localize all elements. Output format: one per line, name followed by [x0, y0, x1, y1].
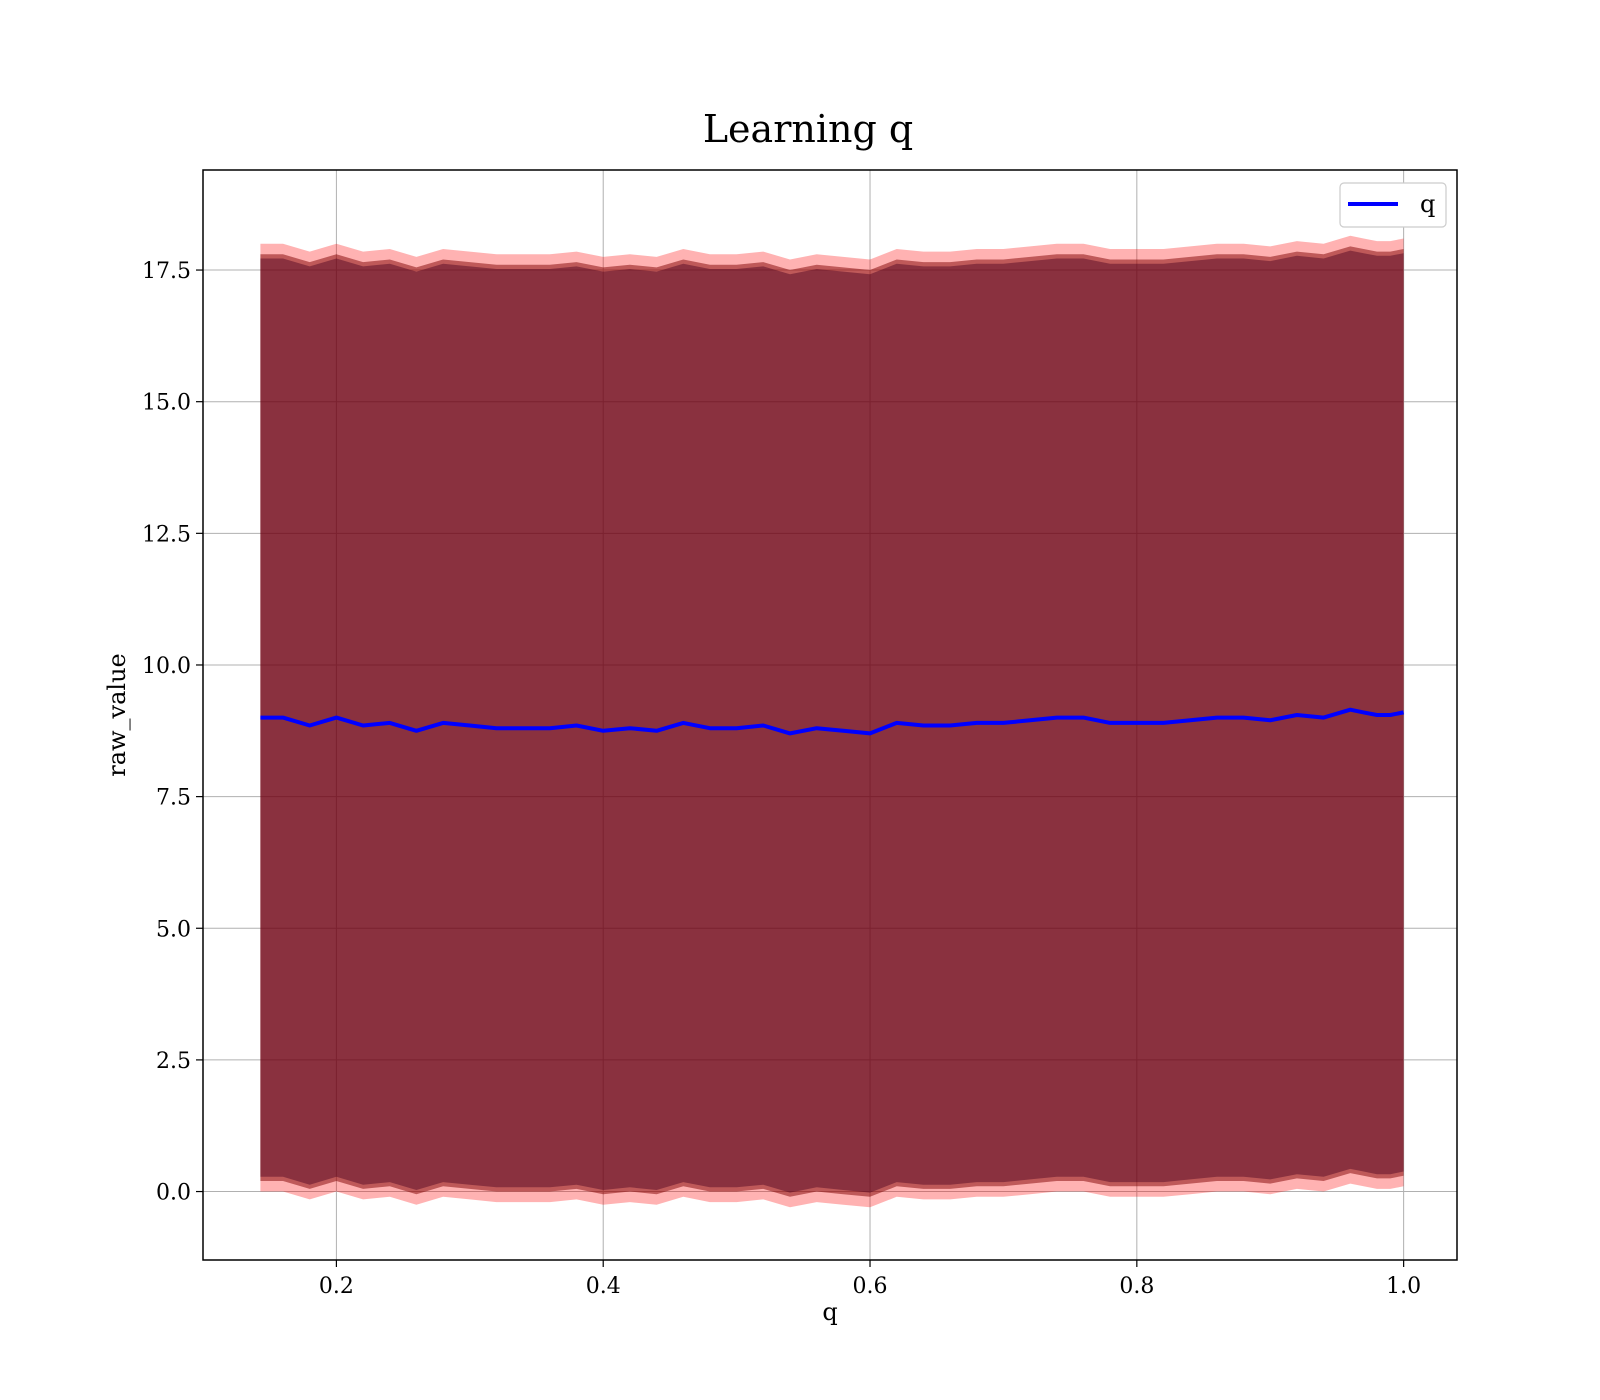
x-tick-label: 0.6 — [853, 1274, 888, 1299]
y-axis-ticks: 0.0 2.5 5.0 7.5 10.0 12.5 15.0 17.5 — [142, 259, 203, 1206]
y-tick-label: 2.5 — [156, 1049, 191, 1074]
chart-title: Learning q — [703, 107, 913, 151]
confidence-bands — [260, 235, 1404, 1208]
y-tick-label: 7.5 — [156, 786, 191, 811]
confidence-band — [260, 246, 1404, 1197]
y-tick-label: 17.5 — [142, 259, 191, 284]
y-tick-label: 15.0 — [142, 391, 191, 416]
x-tick-label: 0.8 — [1119, 1274, 1154, 1299]
legend-label: q — [1420, 190, 1435, 218]
y-tick-label: 5.0 — [156, 917, 191, 942]
y-tick-label: 0.0 — [156, 1181, 191, 1206]
plot-frame — [202, 169, 1458, 1261]
x-axis-label: q — [822, 1298, 837, 1326]
x-axis-ticks: 0.2 0.4 0.6 0.8 1.0 — [319, 1260, 1421, 1299]
legend: q — [1339, 182, 1447, 228]
x-tick-label: 0.2 — [319, 1274, 354, 1299]
x-tick-label: 0.4 — [586, 1274, 621, 1299]
y-tick-label: 12.5 — [142, 522, 191, 547]
series-line-q — [260, 707, 1404, 736]
series-lines — [260, 707, 1404, 736]
confidence-band — [260, 250, 1404, 1193]
x-tick-label: 1.0 — [1386, 1274, 1421, 1299]
y-axis-label: raw_value — [103, 653, 131, 777]
y-tick-label: 10.0 — [142, 654, 191, 679]
